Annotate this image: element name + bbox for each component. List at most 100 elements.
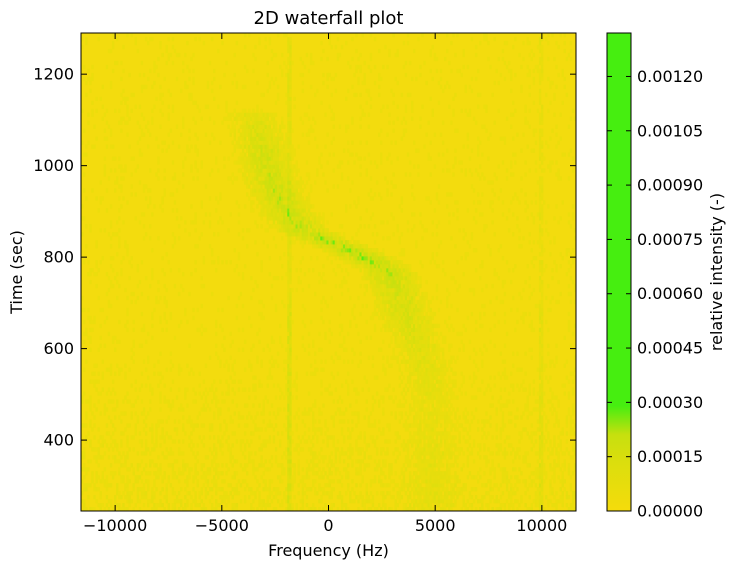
heat-cell xyxy=(279,387,282,392)
heat-cell xyxy=(569,291,573,297)
heat-cell xyxy=(493,343,496,348)
heat-cell xyxy=(429,467,432,472)
heat-cell xyxy=(540,383,544,388)
heat-cell xyxy=(210,451,214,456)
heat-cell xyxy=(538,339,542,344)
heat-cell xyxy=(260,463,263,468)
heat-cell xyxy=(221,399,224,404)
heat-cell xyxy=(144,415,148,420)
heat-cell xyxy=(371,248,375,253)
heat-cell xyxy=(408,479,412,484)
heat-cell xyxy=(81,423,84,428)
heat-cell xyxy=(136,491,140,496)
heat-cell xyxy=(555,411,558,416)
heat-cell xyxy=(161,431,164,436)
heat-cell xyxy=(388,272,391,277)
heat-cell xyxy=(487,244,490,249)
heat-cell xyxy=(157,359,160,364)
heat-cell xyxy=(402,303,406,309)
heat-cell xyxy=(417,499,420,504)
heat-cell xyxy=(499,467,503,472)
heat-cell xyxy=(340,483,344,488)
heat-cell xyxy=(254,495,257,500)
heat-cell xyxy=(89,268,92,273)
heat-cell xyxy=(516,447,519,452)
heat-cell xyxy=(340,399,344,404)
heat-cell xyxy=(510,475,513,480)
heat-cell xyxy=(140,260,144,265)
heat-cell xyxy=(394,272,397,277)
heat-cell xyxy=(349,295,352,301)
heat-cell xyxy=(466,419,470,424)
heat-cell xyxy=(373,248,377,253)
heat-cell xyxy=(384,283,387,289)
heat-cell xyxy=(318,475,321,480)
heat-cell xyxy=(536,487,540,492)
heat-cell xyxy=(530,483,533,488)
heat-cell xyxy=(120,411,123,416)
heat-cell xyxy=(563,383,566,388)
heat-cell xyxy=(126,439,129,444)
heat-cell xyxy=(545,471,548,476)
heat-cell xyxy=(415,343,418,348)
heat-cell xyxy=(390,283,393,289)
heat-cell xyxy=(312,451,315,456)
heat-cell xyxy=(472,415,476,420)
heat-cell xyxy=(402,395,406,400)
heat-cell xyxy=(398,343,401,348)
heat-cell xyxy=(231,455,234,460)
heat-cell xyxy=(491,283,494,289)
heat-cell xyxy=(540,347,544,352)
heat-cell xyxy=(431,347,434,352)
heat-cell xyxy=(408,327,412,333)
heat-cell xyxy=(415,355,418,360)
heat-cell xyxy=(382,323,385,329)
heat-cell xyxy=(543,447,546,452)
heat-cell xyxy=(200,423,203,428)
heat-cell xyxy=(421,299,424,305)
heat-cell xyxy=(386,256,389,261)
heat-cell xyxy=(95,260,98,265)
heat-cell xyxy=(349,451,352,456)
heat-cell xyxy=(538,303,542,309)
heat-cell xyxy=(408,275,412,281)
heat-cell xyxy=(419,499,422,504)
heat-cell xyxy=(184,467,187,472)
heat-cell xyxy=(225,471,228,476)
heat-cell xyxy=(301,419,305,424)
heat-cell xyxy=(435,367,439,372)
heat-cell xyxy=(528,347,531,352)
heat-cell xyxy=(264,228,267,233)
heat-cell xyxy=(431,331,434,337)
heat-cell xyxy=(491,403,494,408)
heat-cell xyxy=(241,275,245,281)
heat-cell xyxy=(200,275,203,281)
heat-cell xyxy=(540,431,544,436)
heat-cell xyxy=(159,295,162,301)
heat-cell xyxy=(235,264,239,269)
heat-cell xyxy=(427,507,430,511)
heat-cell xyxy=(413,363,416,368)
heat-cell xyxy=(427,351,430,356)
heat-cell xyxy=(419,391,422,396)
heat-cell xyxy=(425,435,428,440)
heat-cell xyxy=(520,295,523,301)
heat-cell xyxy=(334,471,338,476)
heat-cell xyxy=(200,439,203,444)
heat-cell xyxy=(522,387,525,392)
heat-cell xyxy=(400,443,404,448)
heat-cell xyxy=(177,419,181,424)
heat-cell xyxy=(369,279,373,285)
heat-cell xyxy=(429,343,432,348)
heat-cell xyxy=(266,439,269,444)
heat-cell xyxy=(184,503,187,508)
heat-cell xyxy=(534,471,538,476)
heat-cell xyxy=(419,279,422,285)
heat-cell xyxy=(147,503,150,508)
heat-cell xyxy=(437,343,441,348)
heat-cell xyxy=(297,415,300,420)
heat-cell xyxy=(433,375,437,380)
heat-cell xyxy=(400,411,404,416)
heat-cell xyxy=(532,256,536,261)
heat-cell xyxy=(400,331,404,337)
